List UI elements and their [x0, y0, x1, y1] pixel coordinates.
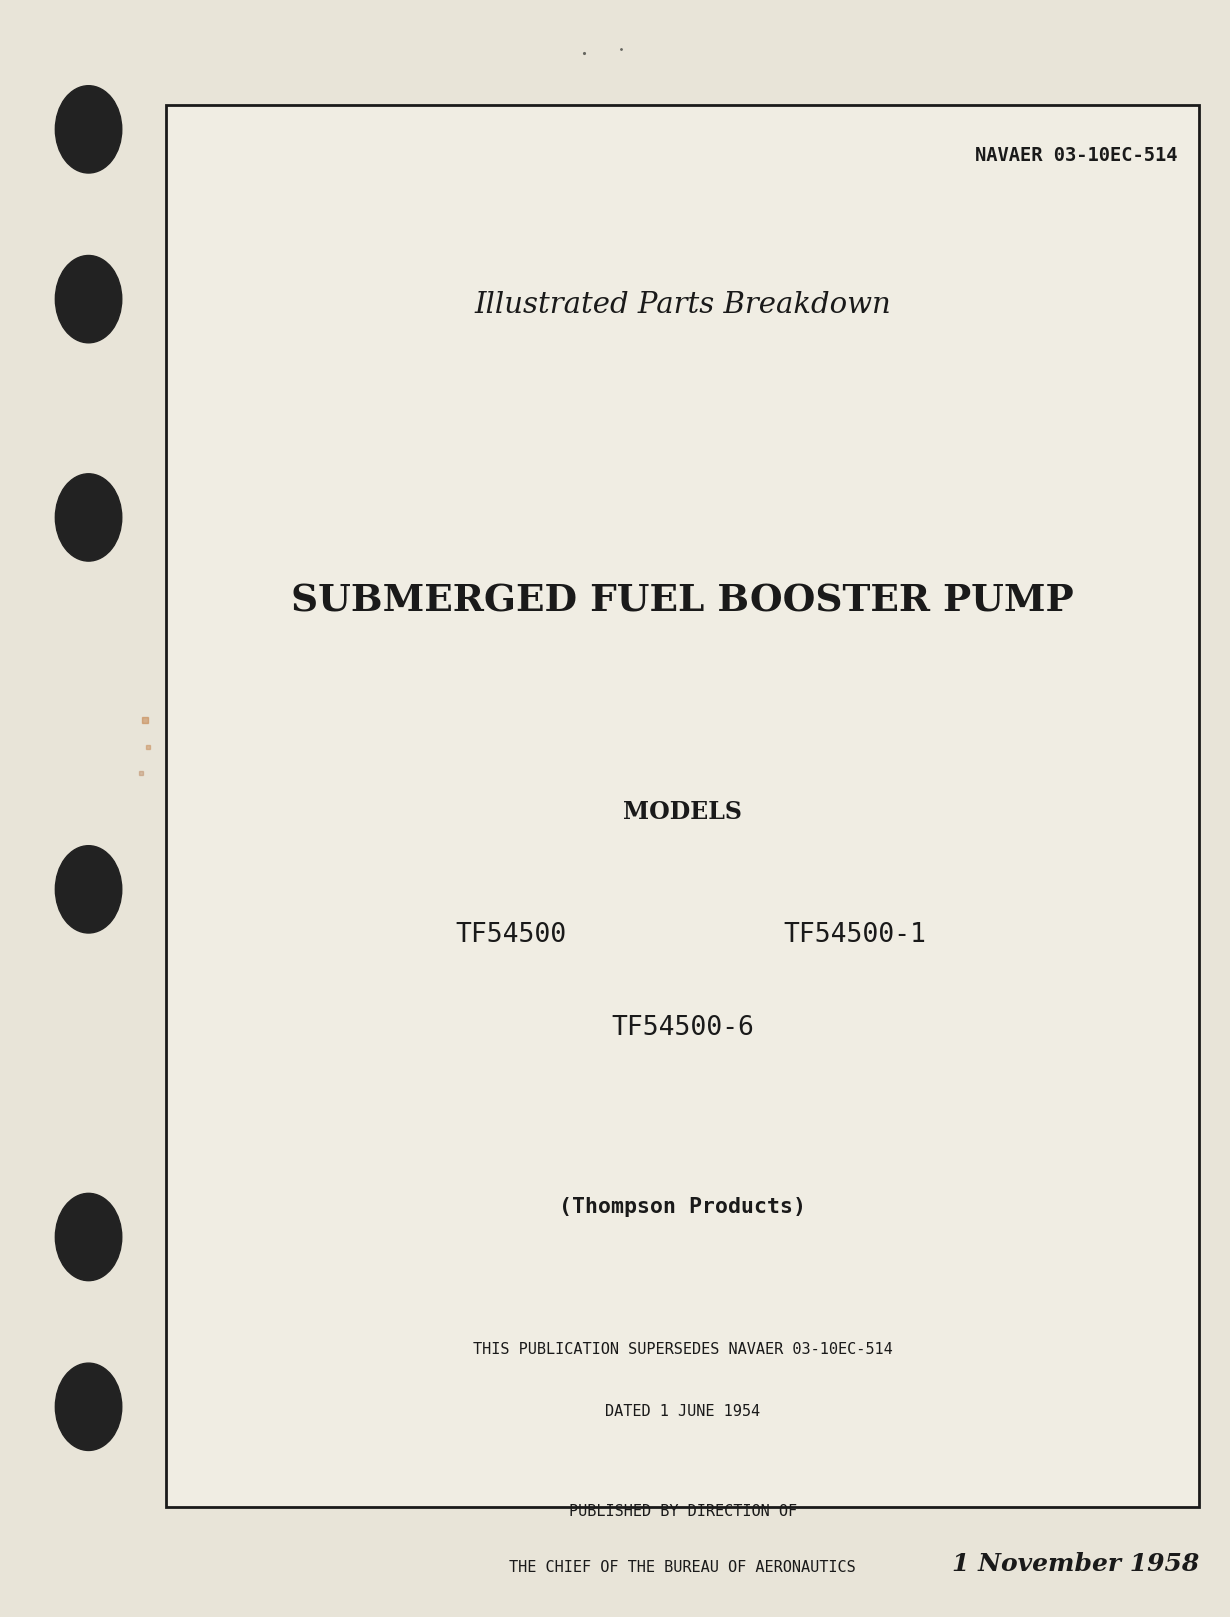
Text: SUBMERGED FUEL BOOSTER PUMP: SUBMERGED FUEL BOOSTER PUMP	[292, 582, 1074, 619]
Text: (Thompson Products): (Thompson Products)	[560, 1197, 806, 1216]
Text: MODELS: MODELS	[624, 800, 742, 825]
Text: THIS PUBLICATION SUPERSEDES NAVAER 03-10EC-514: THIS PUBLICATION SUPERSEDES NAVAER 03-10…	[472, 1342, 893, 1357]
Text: NAVAER 03-10EC-514: NAVAER 03-10EC-514	[974, 146, 1177, 165]
Text: THE CHIEF OF THE BUREAU OF AERONAUTICS: THE CHIEF OF THE BUREAU OF AERONAUTICS	[509, 1560, 856, 1575]
Circle shape	[55, 1193, 122, 1281]
Circle shape	[55, 255, 122, 343]
FancyBboxPatch shape	[166, 105, 1199, 1507]
Text: TF54500: TF54500	[455, 922, 566, 948]
Circle shape	[55, 1363, 122, 1450]
Text: TF54500-1: TF54500-1	[784, 922, 926, 948]
Text: 1 November 1958: 1 November 1958	[952, 1552, 1199, 1577]
Text: DATED 1 JUNE 1954: DATED 1 JUNE 1954	[605, 1404, 760, 1418]
Text: Illustrated Parts Breakdown: Illustrated Parts Breakdown	[475, 291, 891, 319]
Circle shape	[55, 86, 122, 173]
Text: TF54500-6: TF54500-6	[611, 1015, 754, 1041]
Circle shape	[55, 474, 122, 561]
Text: PUBLISHED BY DIRECTION OF: PUBLISHED BY DIRECTION OF	[568, 1504, 797, 1518]
Circle shape	[55, 846, 122, 933]
